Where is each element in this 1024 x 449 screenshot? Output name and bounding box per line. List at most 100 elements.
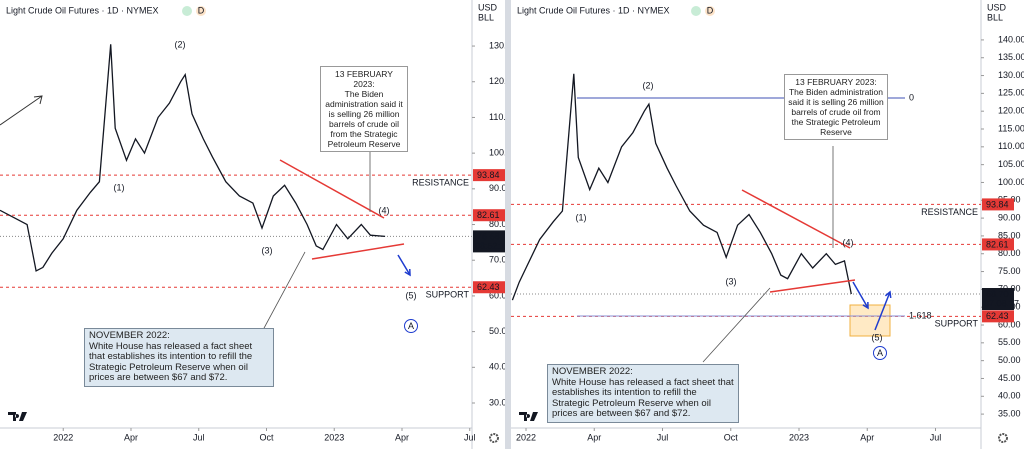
- x-tick-label: 2023: [789, 432, 809, 442]
- note-text: White House has released a fact sheet th…: [89, 340, 253, 383]
- wave-a-label: A: [877, 348, 883, 358]
- wave-label: (2): [175, 39, 186, 49]
- wave-label: (5): [872, 332, 883, 342]
- y-tick-label: 50.00: [489, 326, 505, 336]
- wave-label: (5): [406, 290, 417, 300]
- y-tick-label: 80.00: [998, 248, 1021, 258]
- arrow-head: [404, 268, 411, 277]
- y-tick-label: 60.00: [998, 319, 1021, 329]
- price-tag-label: 93.84: [986, 199, 1009, 209]
- level-label: SUPPORT: [935, 319, 979, 329]
- unit: BLL: [478, 12, 494, 22]
- y-tick-label: 80.00: [489, 219, 505, 229]
- note-box: 13 FEBRUARY 2023: The Biden administratio…: [784, 74, 888, 140]
- arrow: [874, 291, 891, 331]
- price-tag: [473, 169, 505, 182]
- pointer-line: [262, 251, 306, 331]
- fib-label: 0: [909, 92, 914, 102]
- price-line: [0, 44, 386, 272]
- x-tick-label: Jul: [657, 432, 669, 442]
- currency: USD: [478, 2, 498, 12]
- price-tag-label: 62.43: [986, 311, 1009, 321]
- settings-icon: [489, 433, 499, 443]
- x-tick-label: Apr: [395, 432, 409, 442]
- price-tag-label: 62.43: [477, 282, 500, 292]
- x-tick-label: Apr: [124, 432, 138, 442]
- trend-line: [311, 243, 405, 260]
- y-tick-label: 115.00: [998, 123, 1024, 133]
- settings-icon: [998, 433, 1008, 443]
- arrow-head: [862, 301, 869, 310]
- x-tick-label: Oct: [259, 432, 274, 442]
- badge-circle: [705, 6, 715, 16]
- price-tag: [473, 209, 505, 222]
- x-tick-label: 2022: [516, 432, 536, 442]
- note-text: The Biden administration said it is sell…: [325, 89, 403, 149]
- trend-line: [279, 159, 385, 219]
- chart-title: Light Crude Oil Futures · 1D · NYMEX: [517, 5, 670, 15]
- y-tick-label: 120.00: [489, 76, 505, 86]
- y-tick-label: 40.00: [998, 391, 1021, 401]
- y-tick-label: 130.00: [998, 70, 1024, 80]
- wave-label: (1): [114, 182, 125, 192]
- countdown: 07:08:17: [984, 298, 1019, 308]
- wave-label: (4): [379, 205, 390, 215]
- chart: 35.0040.0045.0050.0055.0060.0065.0070.00…: [511, 0, 1024, 449]
- note-box: NOVEMBER 2022: White House has released a…: [547, 364, 739, 423]
- level-label: RESISTANCE: [921, 207, 978, 217]
- x-tick-label: Jul: [193, 432, 205, 442]
- y-tick-label: 90.00: [489, 183, 505, 193]
- x-tick-label: Apr: [860, 432, 874, 442]
- chart: 30.00 40.00 50.00 60.00 70.00 80.00 90.00 100.0…: [0, 0, 505, 449]
- wave-a-circle: [404, 319, 418, 333]
- edge-arrow: [0, 95, 43, 126]
- note-title: 13 FEBRUARY 2023:: [795, 77, 877, 87]
- y-tick-label: 70.00: [489, 255, 505, 265]
- price-tag: [982, 198, 1014, 211]
- last-price-tag: [473, 230, 505, 253]
- pointer-line: [702, 287, 771, 363]
- badge: D: [707, 5, 714, 15]
- y-tick-label: 60.00: [489, 290, 505, 300]
- target-box: [849, 304, 891, 337]
- price-tag: [473, 281, 505, 294]
- chart-title: Light Crude Oil Futures · 1D · NYMEX: [6, 5, 159, 15]
- y-tick-label: 100.00: [998, 177, 1024, 187]
- y-tick-label: 90.00: [998, 212, 1021, 222]
- price-tag-label: 93.84: [477, 170, 500, 180]
- x-tick-label: Jul: [930, 432, 942, 442]
- note-box: 13 FEBRUARY 2023: The Biden administratio…: [320, 66, 408, 152]
- y-tick-label: 100.00: [489, 148, 505, 158]
- y-tick-label: 45.00: [998, 373, 1021, 383]
- y-tick-label: 110.00: [998, 141, 1024, 151]
- price-line: [511, 73, 852, 301]
- x-tick-label: 2023: [324, 432, 344, 442]
- y-tick-label: 105.00: [998, 159, 1024, 169]
- status-dot: [182, 6, 192, 16]
- y-tick-label: 75.00: [998, 266, 1021, 276]
- chart-panel: 35.0040.0045.0050.0055.0060.0065.0070.00…: [511, 0, 1024, 449]
- price-tag-label: 82.61: [477, 210, 500, 220]
- fib-label: 1.618: [909, 310, 932, 320]
- currency: USD: [987, 2, 1007, 12]
- x-tick-label: Oct: [724, 432, 739, 442]
- price-tag-label: 82.61: [986, 239, 1009, 249]
- y-tick-label: 30.00: [489, 397, 505, 407]
- wave-label: (2): [643, 80, 654, 90]
- y-tick-label: 50.00: [998, 355, 1021, 365]
- x-tick-label: Jul: [464, 432, 476, 442]
- last-price-label: 76.68: [477, 231, 500, 241]
- y-tick-label: 35.00: [998, 408, 1021, 418]
- note-title: NOVEMBER 2022:: [552, 366, 633, 377]
- note-text: The Biden administration said it is sell…: [788, 87, 884, 137]
- y-tick-label: 120.00: [998, 106, 1024, 116]
- last-price-label: 68.70: [986, 289, 1009, 299]
- x-tick-label: Apr: [587, 432, 601, 442]
- y-tick-label: 55.00: [998, 337, 1021, 347]
- last-price-tag: [982, 288, 1014, 311]
- badge-circle: [196, 6, 206, 16]
- wave-label: (3): [262, 245, 273, 255]
- y-tick-label: 135.00: [998, 52, 1024, 62]
- note-text: White House has released a fact sheet th…: [552, 376, 734, 419]
- note-title: NOVEMBER 2022:: [89, 330, 170, 341]
